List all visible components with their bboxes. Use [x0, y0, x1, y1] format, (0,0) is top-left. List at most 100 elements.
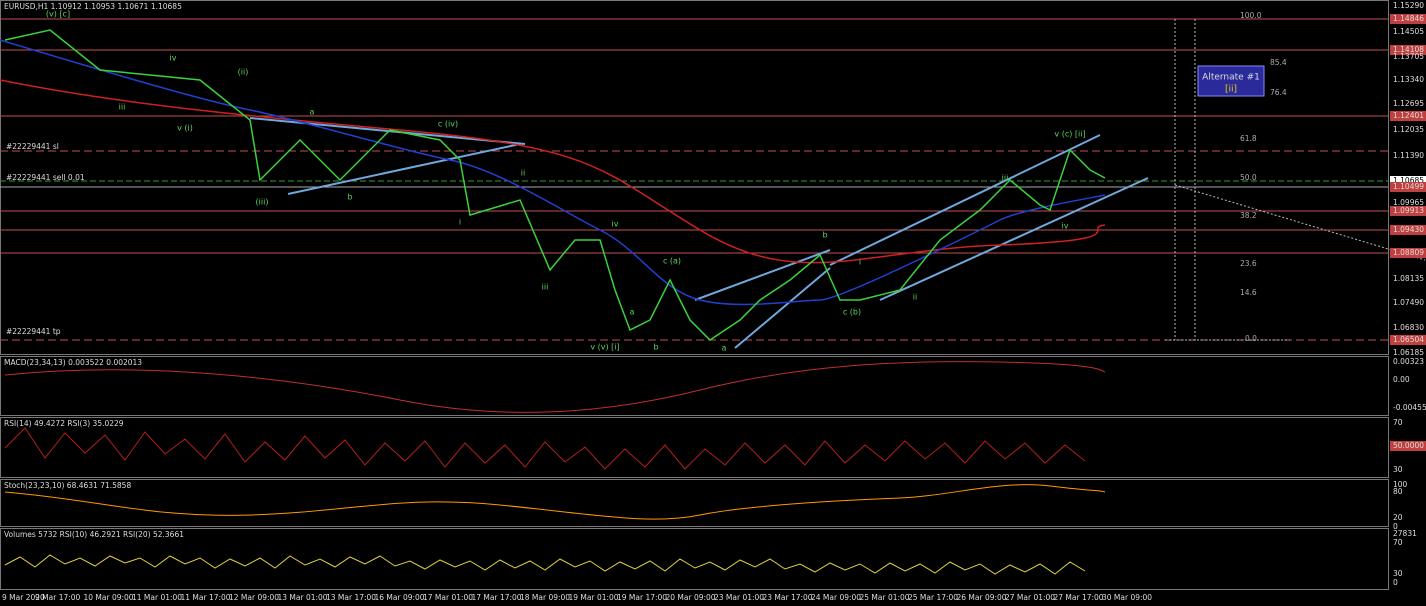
alternate-label: [ii] [1225, 85, 1237, 95]
alternate-title: Alternate #1 [1202, 73, 1260, 83]
price-label: 1.06830 [1393, 323, 1424, 332]
wave-label: c (b) [843, 308, 861, 317]
wave-label: v (v) [i] [590, 343, 619, 352]
price-label: 1.13340 [1393, 75, 1424, 84]
price-label: 1.07490 [1393, 298, 1424, 307]
price-highlight [1390, 111, 1426, 121]
time-label: 19 Mar 01:00 [569, 593, 619, 602]
time-label: 27 Mar 17:00 [1054, 593, 1104, 602]
indicator-axis-label: 27831 [1393, 529, 1417, 538]
price-highlight [1390, 14, 1426, 24]
price-label: 1.12035 [1393, 125, 1424, 134]
order-label: #22229441 tp [6, 327, 61, 336]
fib-level: 0.0 [1245, 334, 1257, 343]
indicator-axis-label: 30 [1393, 569, 1403, 578]
volume-trace [4, 554, 1086, 575]
indicator-axis-label: 0.00 [1393, 375, 1410, 384]
fib-level: 23.6 [1240, 259, 1257, 268]
axis-highlight [1390, 441, 1426, 451]
panel-frames [0, 0, 1389, 590]
indicator-axis-label: 70 [1393, 418, 1403, 427]
time-label: 30 Mar 09:00 [1102, 593, 1152, 602]
price-label: 1.10499 [1393, 182, 1424, 191]
wave-label: b [822, 231, 827, 240]
time-label: 9 Mar 2020 [2, 593, 45, 602]
moving-average [0, 39, 1106, 306]
price-label: 1.09913 [1393, 206, 1424, 215]
time-label: 16 Mar 09:00 [375, 593, 425, 602]
wave-label: iii [542, 283, 549, 292]
time-label: 25 Mar 01:00 [860, 593, 910, 602]
fib-level: 14.6 [1240, 288, 1257, 297]
fib-level: 50.0 [1240, 173, 1257, 182]
time-label: 26 Mar 09:00 [957, 593, 1007, 602]
price-label: 1.13705 [1393, 52, 1424, 61]
indicator-axis-label: 0 [1393, 522, 1398, 531]
wave-label: i [459, 218, 461, 227]
price-highlight [1390, 248, 1426, 258]
wave-label: a [310, 108, 315, 117]
macd-signal [4, 361, 1106, 413]
time-label: 23 Mar 17:00 [763, 593, 813, 602]
time-label: 11 Mar 01:00 [132, 593, 182, 602]
wave-label: iv [170, 54, 177, 63]
price-highlight [1390, 225, 1426, 235]
wave-label: iv [612, 220, 619, 229]
indicator-axis-label: 50.0000 [1393, 441, 1424, 450]
time-label: 11 Mar 17:00 [181, 593, 231, 602]
price-label: 1.15290 [1393, 1, 1424, 10]
price-highlight [1390, 176, 1426, 186]
time-label: 9 Mar 17:00 [35, 593, 81, 602]
price-label: 1.14505 [1393, 27, 1424, 36]
price-label: 1.14846 [1393, 14, 1424, 23]
indicator-axis-label: 100 [1393, 480, 1408, 489]
level-lines [0, 18, 1388, 341]
price-label: 1.08809 [1393, 248, 1424, 257]
fib-level: 76.4 [1270, 88, 1287, 97]
wave-label: iii [119, 103, 126, 112]
wave-label: ii [521, 169, 525, 178]
price-label: 1.12401 [1393, 111, 1424, 120]
time-label: 18 Mar 09:00 [520, 593, 570, 602]
indicator-axis-label: -0.00455 [1393, 403, 1426, 412]
time-label: 13 Mar 17:00 [326, 593, 376, 602]
order-label: #22229441 sell 0.01 [6, 173, 85, 182]
wave-label: c (a) [663, 257, 681, 266]
time-label: 24 Mar 09:00 [811, 593, 861, 602]
fib-level: 85.4 [1270, 58, 1287, 67]
wave-label: ii [913, 293, 917, 302]
fib-frame [1165, 19, 1426, 341]
wave-label: i [859, 258, 861, 267]
price-label: 1.06185 [1393, 348, 1424, 357]
price-line [4, 29, 1106, 341]
wave-label: c (iv) [438, 120, 458, 129]
time-label: 25 Mar 17:00 [908, 593, 958, 602]
fib-level: 38.2 [1240, 211, 1257, 220]
moving-average [0, 79, 1106, 264]
wave-label: (ii) [238, 68, 249, 77]
wave-label: v (c) [ii] [1054, 130, 1085, 139]
price-label: 1.06504 [1393, 335, 1424, 344]
channel-lines [249, 117, 1149, 349]
wave-label: iii [1002, 174, 1009, 183]
wave-label: a [722, 344, 727, 353]
time-label: 17 Mar 01:00 [423, 593, 473, 602]
indicator-label: Volumes 5732 RSI(10) 46.2921 RSI(20) 52.… [4, 530, 184, 539]
time-label: 23 Mar 01:00 [714, 593, 764, 602]
fib-level: 61.8 [1240, 134, 1257, 143]
indicator-label: MACD(23,34,13) 0.003522 0.002013 [4, 358, 142, 367]
price-label: 1.09430 [1393, 225, 1424, 234]
indicator-axis-label: 30 [1393, 465, 1403, 474]
symbol-header: EURUSD,H1 1.10912 1.10953 1.10671 1.1068… [4, 2, 182, 11]
wave-label: v (i) [177, 124, 193, 133]
time-label: 19 Mar 17:00 [617, 593, 667, 602]
time-label: 10 Mar 09:00 [84, 593, 134, 602]
price-label: 1.10685 [1393, 176, 1424, 185]
rsi-trace [4, 427, 1086, 470]
indicator-axis-label: 80 [1393, 487, 1403, 496]
indicator-axis-label: 20 [1393, 513, 1403, 522]
stoch-trace [4, 484, 1106, 520]
indicator-label: Stoch(23,23,10) 68.4631 71.5858 [4, 481, 131, 490]
time-label: 12 Mar 09:00 [229, 593, 279, 602]
